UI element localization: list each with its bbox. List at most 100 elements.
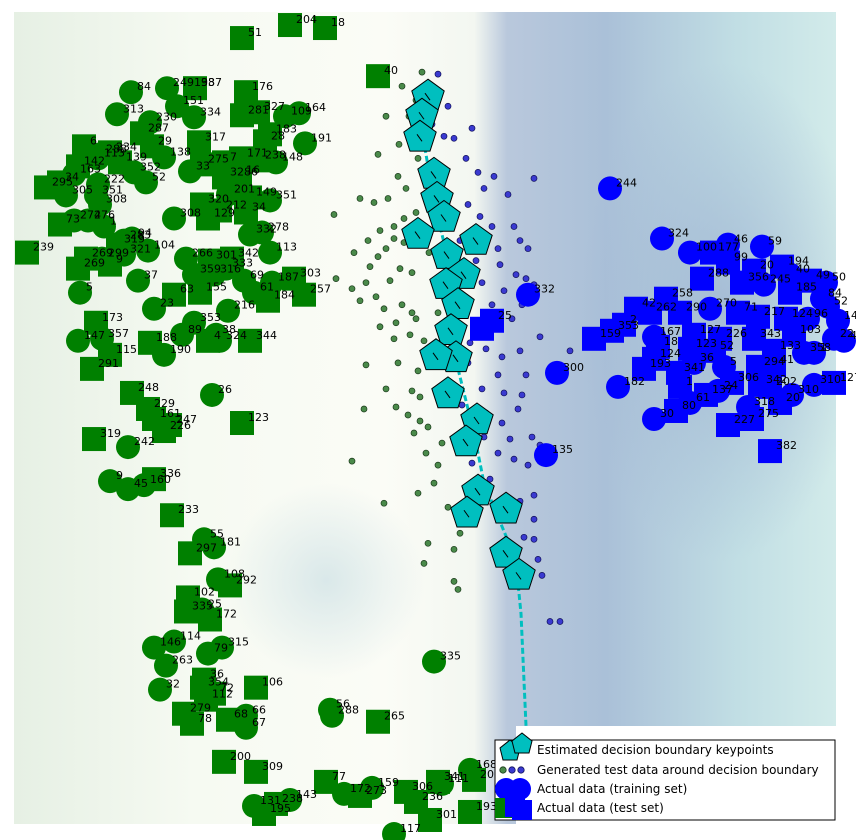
class-a-point-label-109: 242 xyxy=(134,435,155,448)
generated-point-a-45 xyxy=(392,403,400,411)
generated-point-a-28 xyxy=(372,293,380,301)
generated-point-b-36 xyxy=(522,371,530,379)
class-a-point-circle-58 xyxy=(238,222,262,247)
generated-point-a-8 xyxy=(384,195,392,202)
generated-point-a-4 xyxy=(382,112,390,120)
class-a-point-square-107 xyxy=(230,411,254,436)
class-a-point-circle-42 xyxy=(54,183,78,208)
generated-point-a-40 xyxy=(394,359,402,367)
class-a-point-circle-3 xyxy=(119,80,143,105)
generated-point-a-34 xyxy=(392,319,400,327)
class-a-point-label-119: 292 xyxy=(236,573,257,586)
class-a-point-circle-33 xyxy=(134,170,158,195)
generated-point-b-46 xyxy=(528,433,536,441)
keypoint-tick-0 xyxy=(424,92,431,101)
class-a-point-label-126: 315 xyxy=(228,636,249,649)
class-a-point-label-122: 25 xyxy=(208,597,222,610)
class-a-point-label-131: 32 xyxy=(166,678,180,691)
class-a-point-label-66: 342 xyxy=(238,247,259,260)
generated-point-b-22 xyxy=(512,271,520,278)
class-a-point-label-37: 16 xyxy=(246,163,260,176)
class-b-point-square-13 xyxy=(730,270,754,295)
class-a-point-label-117: 181 xyxy=(220,535,241,548)
class-a-point-square-113 xyxy=(142,467,166,492)
class-a-point-circle-152 xyxy=(430,771,454,796)
generated-point-a-30 xyxy=(380,305,388,313)
class-a-point-label-88: 173 xyxy=(102,311,123,324)
keypoint-tick-21 xyxy=(502,550,509,558)
class-a-point-circle-127 xyxy=(196,641,220,666)
keypoint-19 xyxy=(450,495,484,528)
class-a-point-circle-74 xyxy=(182,262,206,287)
generated-point-b-7 xyxy=(462,155,470,162)
class-a-point-label-11: 281 xyxy=(248,103,269,116)
generated-point-a-42 xyxy=(382,385,390,393)
generated-points-layer xyxy=(330,68,574,625)
class-a-point-circle-109 xyxy=(116,435,140,460)
class-a-point-label-143: 335 xyxy=(440,650,461,663)
class-a-point-label-91: 147 xyxy=(84,329,105,342)
generated-point-b-9 xyxy=(480,185,488,192)
class-a-point-square-134 xyxy=(194,687,218,712)
generated-point-a-16 xyxy=(390,235,398,242)
generated-point-b-63 xyxy=(530,535,538,543)
class-b-point-circle-53 xyxy=(606,374,630,399)
class-a-point-label-41: 222 xyxy=(104,172,125,185)
class-a-point-label-157: 238 xyxy=(282,792,303,805)
keypoint-tick-3 xyxy=(430,171,437,179)
class-a-point-circle-35 xyxy=(178,159,202,184)
class-a-point-label-112: 160 xyxy=(150,473,171,486)
class-a-point-label-163: 40 xyxy=(384,64,398,77)
class-b-point-label-57: 342 xyxy=(766,373,787,386)
class-a-point-label-63: 104 xyxy=(154,239,175,252)
class-b-point-label-68: 382 xyxy=(776,439,797,452)
class-a-point-circle-7 xyxy=(165,94,189,119)
class-a-point-label-104: 161 xyxy=(160,407,181,420)
generated-point-b-52 xyxy=(530,491,538,499)
generated-point-b-13 xyxy=(476,213,484,220)
class-a-point-label-47: 308 xyxy=(106,192,127,205)
class-a-point-label-136: 78 xyxy=(198,712,212,725)
class-b-point-label-61: 61 xyxy=(696,391,710,404)
generated-point-b-23 xyxy=(522,275,530,283)
class-a-point-label-42: 305 xyxy=(72,183,93,196)
legend-label-generated: Generated test data around decision boun… xyxy=(537,763,819,777)
legend-generated-marker xyxy=(499,766,525,774)
class-a-point-circle-30 xyxy=(86,146,110,171)
class-b-point-circle-69 xyxy=(516,282,540,307)
class-a-point-label-142: 265 xyxy=(384,710,405,723)
generated-point-b-66 xyxy=(566,347,574,355)
generated-point-a-41 xyxy=(414,367,422,375)
legend-test-marker xyxy=(495,797,532,820)
class-a-point-label-125: 114 xyxy=(180,630,201,643)
class-a-point-label-74: 359 xyxy=(200,263,221,276)
class-a-point-label-150: 306 xyxy=(412,780,433,793)
class-a-point-circle-128 xyxy=(154,653,178,678)
keypoints-layer xyxy=(401,78,536,590)
class-a-point-label-28: 288 xyxy=(106,142,127,155)
class-a-point-square-82 xyxy=(188,280,212,305)
class-a-point-label-27: 234 xyxy=(116,140,137,153)
generated-point-b-57 xyxy=(534,555,542,563)
class-a-point-label-97: 344 xyxy=(256,329,277,342)
class-a-point-circle-5 xyxy=(155,76,179,101)
class-b-point-label-12: 288 xyxy=(708,267,729,280)
generated-point-b-20 xyxy=(472,257,480,264)
class-a-point-label-34: 275 xyxy=(208,152,229,165)
class-a-point-label-81: 63 xyxy=(180,283,194,296)
class-a-point-square-114 xyxy=(160,503,184,528)
class-b-point-label-56: 306 xyxy=(738,371,759,384)
class-b-point-square-56 xyxy=(720,370,744,395)
keypoint-tick-8 xyxy=(443,251,450,259)
class-a-point-square-72 xyxy=(98,252,122,277)
keypoint-tick-18 xyxy=(474,487,481,496)
class-a-point-label-31: 139 xyxy=(126,150,147,163)
class-a-point-label-59: 94 xyxy=(138,227,152,240)
class-b-point-label-53: 182 xyxy=(624,375,645,388)
generated-point-b-60 xyxy=(538,572,546,579)
class-a-point-label-132: 72 xyxy=(220,682,234,695)
class-b-point-square-51 xyxy=(822,370,846,395)
class-a-point-square-97 xyxy=(238,328,262,353)
class-a-point-label-75: 316 xyxy=(220,263,241,276)
